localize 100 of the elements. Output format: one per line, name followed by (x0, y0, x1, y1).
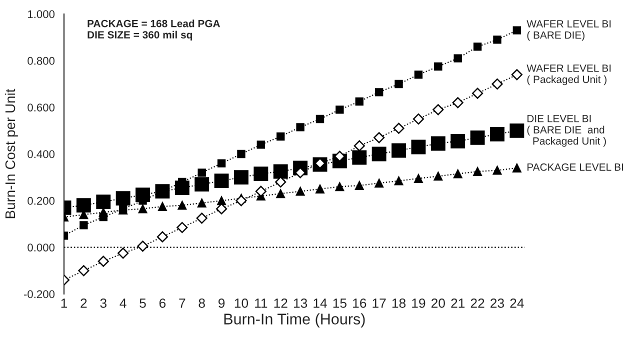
point (336, 106, 344, 114)
point (155, 184, 170, 199)
point (138, 204, 148, 214)
x-tick-label: 17 (372, 298, 386, 308)
x-tick-label: 13 (294, 298, 308, 308)
y-tick-label: 0.600 (28, 104, 55, 112)
x-tick-label: 15 (333, 298, 346, 308)
point (492, 166, 502, 175)
point (452, 97, 464, 108)
x-tick-label: 2 (80, 298, 87, 308)
point (296, 186, 305, 196)
y-tick-label: -0.200 (24, 290, 55, 298)
point (216, 203, 228, 214)
point (430, 136, 446, 151)
point (197, 198, 206, 208)
x-tick-label: 10 (234, 298, 248, 308)
point (196, 212, 208, 224)
series-label: PACKAGE LEVEL BI (528, 163, 623, 171)
point (473, 42, 482, 51)
x-tick-label: 18 (392, 298, 406, 308)
point (394, 176, 404, 186)
x-tick-label: 24 (510, 298, 524, 308)
point (234, 170, 248, 185)
point (354, 140, 365, 152)
point (217, 159, 226, 168)
annotation: PACKAGE = 168 Lead PGA DIE SIZE = 360 mil sq (88, 20, 220, 41)
point (214, 174, 229, 188)
point (98, 256, 109, 267)
point (470, 130, 485, 145)
x-tick-label: 12 (274, 298, 288, 308)
point (453, 169, 462, 178)
point (414, 70, 423, 79)
x-tick-label: 20 (431, 298, 445, 308)
y-tick-label: 0.200 (28, 196, 55, 205)
point (512, 26, 522, 34)
point (276, 132, 285, 141)
x-tick-label: 8 (198, 298, 205, 308)
x-tick-label: 21 (451, 298, 465, 308)
point (392, 143, 406, 158)
point (236, 195, 247, 206)
point (512, 164, 522, 172)
x-tick-label: 4 (120, 298, 126, 308)
point (137, 240, 148, 252)
point (394, 80, 403, 88)
x-axis-title: Burn-In Time (Hours) (224, 313, 365, 328)
point (450, 134, 466, 148)
point (156, 231, 168, 242)
x-tick-label: 1 (61, 298, 68, 308)
point (434, 172, 443, 181)
point (414, 174, 423, 183)
point (116, 191, 130, 206)
point (316, 184, 324, 194)
point (335, 182, 344, 192)
point (352, 150, 367, 165)
point (178, 200, 187, 210)
point (198, 168, 206, 177)
x-tick-label: 11 (255, 298, 268, 308)
point (217, 196, 226, 206)
point (473, 167, 482, 176)
point (118, 248, 129, 259)
point (490, 126, 504, 142)
x-tick-label: 23 (490, 298, 504, 308)
x-tick-label: 6 (159, 298, 166, 308)
point (255, 186, 266, 197)
x-tick-label: 22 (470, 298, 484, 308)
y-tick-label: 1.000 (28, 10, 55, 18)
point (237, 150, 246, 158)
point (276, 189, 286, 198)
point (372, 146, 386, 162)
x-tick-label: 14 (314, 298, 327, 308)
point (176, 222, 188, 234)
y-tick-label: 0.000 (28, 244, 55, 252)
x-tick-label: 9 (218, 298, 225, 308)
point (78, 265, 90, 276)
point (374, 132, 385, 144)
x-tick-label: 5 (140, 298, 146, 308)
point (454, 54, 462, 62)
x-tick-label: 19 (412, 298, 426, 308)
point (434, 62, 442, 71)
point (256, 140, 266, 149)
point (96, 194, 111, 210)
point (355, 97, 364, 106)
point (254, 166, 268, 182)
point (411, 140, 426, 154)
point (432, 104, 444, 116)
point (472, 88, 484, 99)
series-label: WAFER LEVEL BI ( BARE DIE) (526, 20, 611, 41)
point (493, 36, 502, 44)
x-tick-label: 3 (100, 298, 106, 308)
point (511, 69, 522, 80)
series-label: DIE LEVEL BI ( BARE DIE and Packaged Unit ) (527, 114, 606, 147)
point (316, 114, 324, 124)
y-tick-label: 0.400 (28, 150, 55, 158)
point (374, 178, 384, 188)
point (510, 123, 524, 138)
point (492, 78, 503, 90)
point (158, 202, 167, 211)
x-tick-label: 16 (353, 298, 366, 308)
point (374, 88, 384, 96)
point (412, 113, 424, 125)
